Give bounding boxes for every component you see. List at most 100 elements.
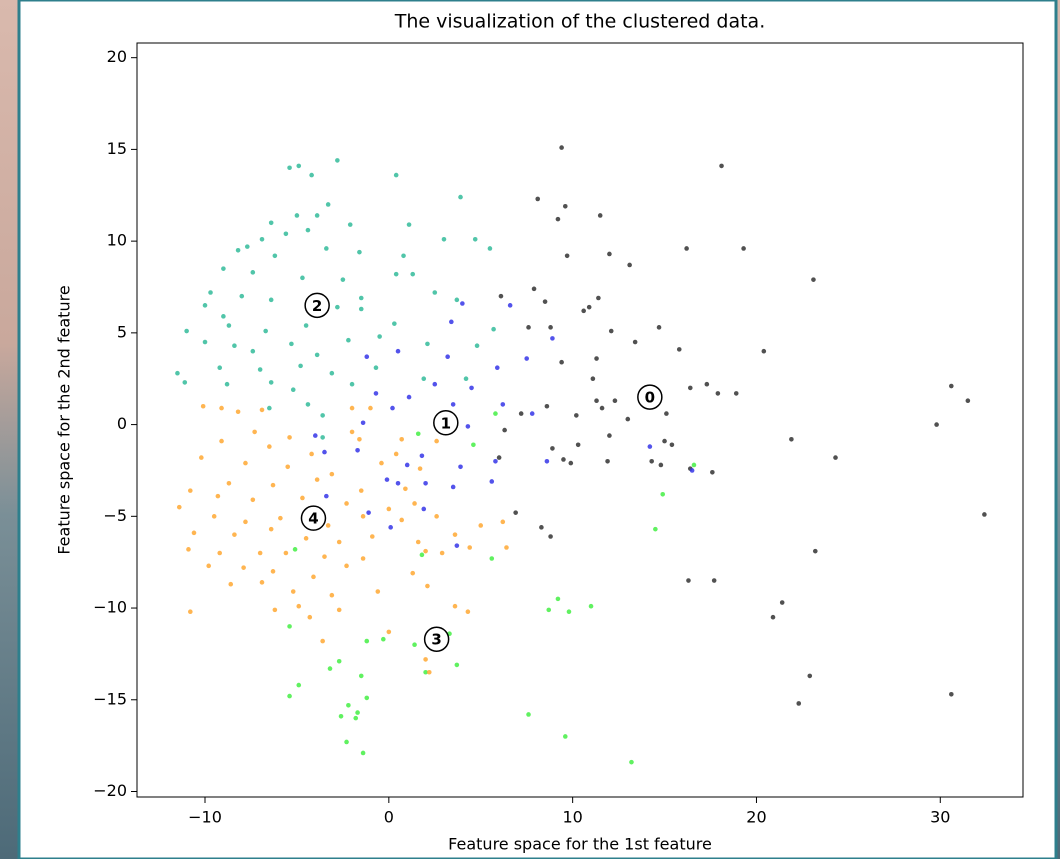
data-point (200, 403, 206, 409)
data-point (369, 534, 375, 539)
data-point (463, 376, 469, 382)
data-point (347, 222, 353, 227)
data-point (658, 462, 664, 468)
data-point (949, 383, 954, 389)
data-point (268, 297, 274, 303)
data-point (454, 543, 460, 548)
data-point (232, 343, 237, 349)
data-point (224, 381, 230, 387)
data-point (458, 464, 463, 470)
centroid-marker (423, 626, 450, 652)
data-point (235, 409, 241, 415)
data-point (524, 356, 529, 361)
data-point (329, 592, 335, 598)
data-point (581, 308, 586, 314)
data-point (377, 334, 382, 339)
data-point (590, 376, 596, 382)
data-point (357, 249, 362, 255)
data-point (432, 381, 438, 387)
data-point (410, 570, 416, 576)
data-point (612, 398, 618, 404)
data-point (500, 402, 506, 407)
data-point (607, 433, 612, 438)
data-point (289, 341, 294, 347)
data-point (471, 442, 476, 448)
y-tick-label: −20 (93, 781, 127, 800)
data-point (353, 715, 359, 721)
data-point (608, 328, 614, 334)
data-point (272, 253, 278, 259)
data-point (349, 381, 355, 387)
data-point (267, 405, 272, 411)
data-point (586, 304, 592, 310)
data-point (526, 325, 531, 330)
data-point (270, 482, 276, 488)
data-point (336, 607, 342, 613)
data-point (188, 609, 193, 615)
data-point (518, 411, 524, 416)
data-point (529, 411, 535, 416)
data-point (664, 411, 669, 416)
y-tick-label: 5 (117, 322, 127, 341)
plot-points (175, 145, 987, 765)
data-point (399, 436, 404, 442)
data-point (393, 451, 399, 457)
y-tick-label: 20 (107, 47, 127, 66)
data-point (741, 246, 746, 251)
data-point (349, 405, 355, 411)
data-point (324, 246, 329, 251)
data-point (406, 394, 412, 400)
data-point (329, 370, 335, 376)
data-point (465, 609, 471, 615)
data-point (322, 554, 327, 559)
data-point (320, 413, 325, 418)
data-point (607, 251, 612, 257)
data-point (423, 480, 428, 486)
data-point (629, 759, 634, 765)
x-tick-label: 30 (930, 808, 950, 827)
data-point (390, 405, 395, 411)
data-point (243, 460, 248, 466)
data-point (309, 172, 314, 178)
data-point (267, 444, 272, 449)
data-point (770, 614, 776, 620)
data-point (489, 556, 495, 561)
data-point (544, 403, 550, 409)
y-tick-label: −5 (103, 506, 127, 525)
data-point (421, 376, 427, 382)
data-point (259, 236, 265, 242)
data-point (597, 213, 603, 218)
data-point (493, 411, 498, 416)
data-point (368, 405, 373, 411)
data-point (257, 367, 263, 372)
data-point (494, 365, 500, 371)
data-point (559, 145, 564, 150)
data-point (467, 545, 473, 550)
x-axis-label: Feature space for the 1st feature (448, 835, 712, 854)
data-point (653, 526, 658, 532)
data-point (399, 517, 404, 523)
data-point (219, 405, 224, 411)
data-point (546, 607, 552, 613)
data-point (811, 277, 816, 282)
data-point (364, 354, 370, 360)
data-point (574, 413, 579, 418)
data-point (300, 495, 305, 501)
data-point (596, 295, 601, 301)
data-point (381, 636, 386, 642)
data-point (250, 497, 256, 503)
data-point (182, 380, 188, 385)
data-point (300, 275, 305, 281)
data-point (232, 532, 237, 537)
data-point (292, 547, 298, 552)
data-point (314, 213, 320, 218)
data-point (325, 202, 331, 207)
data-point (412, 501, 417, 506)
data-point (711, 578, 717, 583)
data-point (507, 303, 513, 308)
centroid-marker (637, 384, 663, 410)
data-point (949, 691, 954, 697)
data-point (535, 196, 541, 202)
data-point (594, 356, 599, 361)
data-point (439, 550, 445, 556)
